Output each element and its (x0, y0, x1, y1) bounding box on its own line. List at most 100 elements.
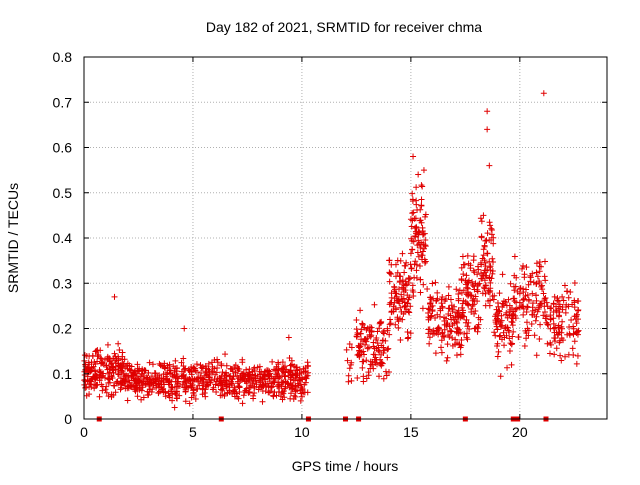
data-point (419, 305, 426, 312)
data-point (373, 336, 380, 343)
data-point (478, 218, 485, 225)
data-point (497, 373, 504, 380)
data-point (404, 328, 411, 335)
data-point (205, 360, 212, 367)
data-point (533, 280, 540, 287)
data-point (234, 380, 241, 387)
data-point (452, 336, 459, 343)
data-point (292, 377, 299, 384)
data-point (195, 374, 202, 381)
data-point (445, 292, 452, 299)
data-point (504, 324, 511, 331)
data-point (485, 298, 492, 305)
data-point (437, 307, 444, 314)
data-point (396, 279, 403, 286)
data-point (401, 269, 408, 276)
data-point (542, 277, 549, 284)
data-point (106, 365, 113, 372)
data-point (557, 352, 564, 359)
data-point (480, 212, 487, 219)
data-point (240, 370, 247, 377)
data-point (503, 309, 510, 316)
data-point (178, 359, 185, 366)
data-point (483, 272, 490, 279)
data-point (359, 321, 366, 328)
data-point (469, 302, 476, 309)
data-point (417, 244, 424, 251)
data-point (357, 330, 364, 337)
data-point (281, 373, 288, 380)
x-tick-label: 5 (189, 424, 197, 440)
data-point (245, 389, 252, 396)
data-point (365, 344, 372, 351)
data-point (400, 288, 407, 295)
data-point (386, 301, 393, 308)
data-point (481, 285, 488, 292)
data-point (410, 153, 417, 160)
data-point (474, 328, 481, 335)
data-point (89, 352, 96, 359)
data-point (365, 369, 372, 376)
data-point (553, 345, 560, 352)
data-point (192, 396, 199, 403)
data-point (458, 289, 465, 296)
data-point (92, 382, 99, 389)
data-point (425, 316, 432, 323)
data-point (521, 274, 528, 281)
data-point (575, 306, 582, 313)
data-point (250, 378, 257, 385)
data-point (446, 305, 453, 312)
data-point (532, 317, 539, 324)
data-point (272, 367, 279, 374)
data-point (523, 319, 530, 326)
data-point (434, 289, 441, 296)
y-tick-label: 0.6 (53, 140, 73, 156)
data-point (458, 336, 465, 343)
data-point (434, 311, 441, 318)
data-point (559, 306, 566, 313)
data-point (371, 301, 378, 308)
data-point (461, 261, 468, 268)
data-point (137, 373, 144, 380)
data-point (414, 249, 421, 256)
data-point (429, 280, 436, 287)
data-point (152, 378, 159, 385)
data-point (172, 365, 179, 372)
data-point (256, 363, 263, 370)
data-point (458, 342, 465, 349)
data-point (558, 335, 565, 342)
data-point (149, 361, 156, 368)
data-point (463, 334, 470, 341)
data-point (414, 242, 421, 249)
data-point (407, 216, 414, 223)
data-point (415, 229, 422, 236)
data-point (212, 381, 219, 388)
data-point (443, 321, 450, 328)
data-point (463, 291, 470, 298)
data-point (491, 292, 498, 299)
data-point (82, 384, 89, 391)
data-point (464, 300, 471, 307)
data-point (88, 378, 95, 385)
data-point (360, 373, 367, 380)
data-point (271, 379, 278, 386)
data-point (251, 384, 258, 391)
data-point (484, 230, 491, 237)
data-point (275, 388, 282, 395)
data-point (259, 381, 266, 388)
data-point (173, 383, 180, 390)
data-point (245, 372, 252, 379)
data-point (246, 384, 253, 391)
data-point (394, 316, 401, 323)
data-point (187, 380, 194, 387)
data-point (413, 184, 420, 191)
data-point (124, 373, 131, 380)
data-point (181, 325, 188, 332)
data-point (445, 283, 452, 290)
data-point (520, 285, 527, 292)
data-point (190, 386, 197, 393)
data-point (160, 363, 167, 370)
data-point (214, 375, 221, 382)
data-point (414, 207, 421, 214)
data-point (515, 334, 522, 341)
